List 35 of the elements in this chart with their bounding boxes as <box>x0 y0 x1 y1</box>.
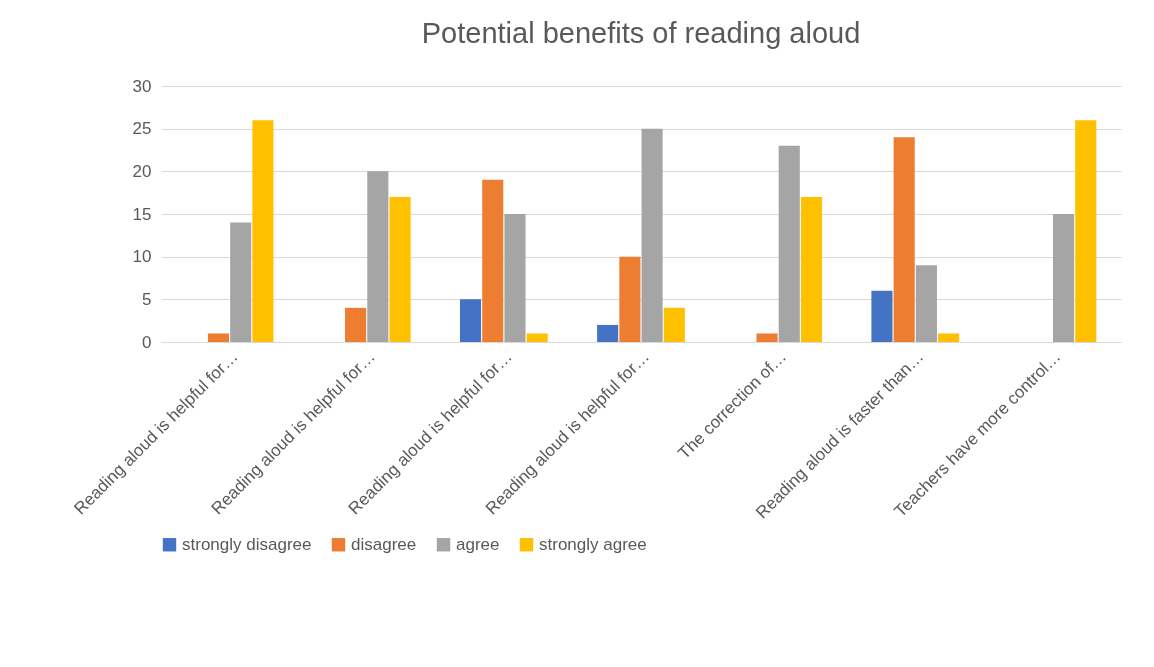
bar <box>367 171 389 342</box>
bar <box>526 333 548 342</box>
y-tick-label: 15 <box>132 204 152 224</box>
bar <box>893 137 915 342</box>
bar <box>1052 214 1075 342</box>
bar <box>597 324 619 342</box>
y-tick-label: 20 <box>132 161 152 181</box>
bar <box>1075 120 1097 342</box>
bar <box>641 128 663 342</box>
bar <box>459 299 482 342</box>
bar <box>756 333 778 342</box>
y-tick-label: 30 <box>132 76 152 96</box>
legend-label: strongly agree <box>539 534 647 554</box>
bar <box>938 333 960 342</box>
chart-title: Potential benefits of reading aloud <box>421 17 861 49</box>
bar <box>800 196 823 342</box>
legend-label: agree <box>456 534 500 554</box>
legend-label: disagree <box>351 534 417 554</box>
bar <box>619 256 641 342</box>
bar <box>482 179 504 342</box>
bar <box>504 214 526 342</box>
bar <box>252 120 274 342</box>
bar <box>871 290 893 342</box>
bar <box>778 145 800 342</box>
bar <box>230 222 252 342</box>
y-tick-label: 25 <box>132 119 152 139</box>
bar <box>663 307 685 342</box>
legend-label: strongly disagree <box>182 534 312 554</box>
bar <box>915 265 937 342</box>
y-tick-label: 10 <box>132 247 152 267</box>
bar <box>345 307 367 342</box>
y-tick-label: 5 <box>142 289 152 309</box>
bar <box>207 333 230 342</box>
y-tick-label: 0 <box>142 332 152 352</box>
bar <box>389 196 411 342</box>
